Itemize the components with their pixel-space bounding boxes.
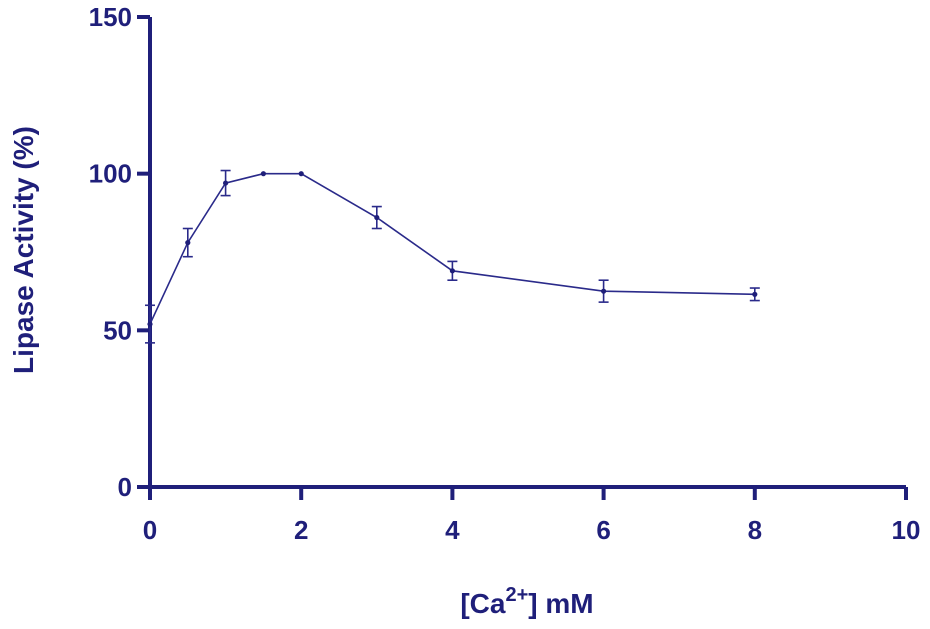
x-ticks: 0 2 4 6 8 10	[143, 487, 921, 545]
y-ticks: 0 50 100 150	[89, 2, 150, 502]
x-tick-label: 8	[748, 515, 762, 545]
x-tick-label: 6	[596, 515, 610, 545]
data-point	[601, 288, 607, 294]
y-axis-title: Lipase Activity (%)	[8, 126, 39, 374]
data-point	[260, 171, 266, 177]
y-tick-label: 150	[89, 2, 132, 32]
series-line	[149, 172, 755, 325]
x-tick-label: 10	[892, 515, 921, 545]
x-tick-label: 2	[294, 515, 308, 545]
data-point	[223, 180, 229, 186]
x-tick-label: 4	[445, 515, 460, 545]
y-tick-label: 100	[89, 159, 132, 189]
data-point	[147, 321, 153, 327]
data-point	[374, 214, 380, 221]
y-tick-label: 0	[118, 472, 132, 502]
x-axis-title-superscript: 2+	[505, 584, 528, 606]
data-point	[185, 240, 191, 246]
data-point	[752, 291, 758, 297]
y-tick-label: 50	[103, 315, 132, 345]
axes	[148, 17, 906, 489]
data-point	[298, 171, 304, 177]
x-axis-title-suffix: ] mM	[528, 588, 593, 619]
x-axis-title: [Ca2+] mM	[460, 584, 593, 619]
data-point	[449, 268, 455, 274]
x-axis-title-prefix: [Ca	[460, 588, 506, 619]
x-tick-label: 0	[143, 515, 157, 545]
data-series	[145, 169, 760, 344]
